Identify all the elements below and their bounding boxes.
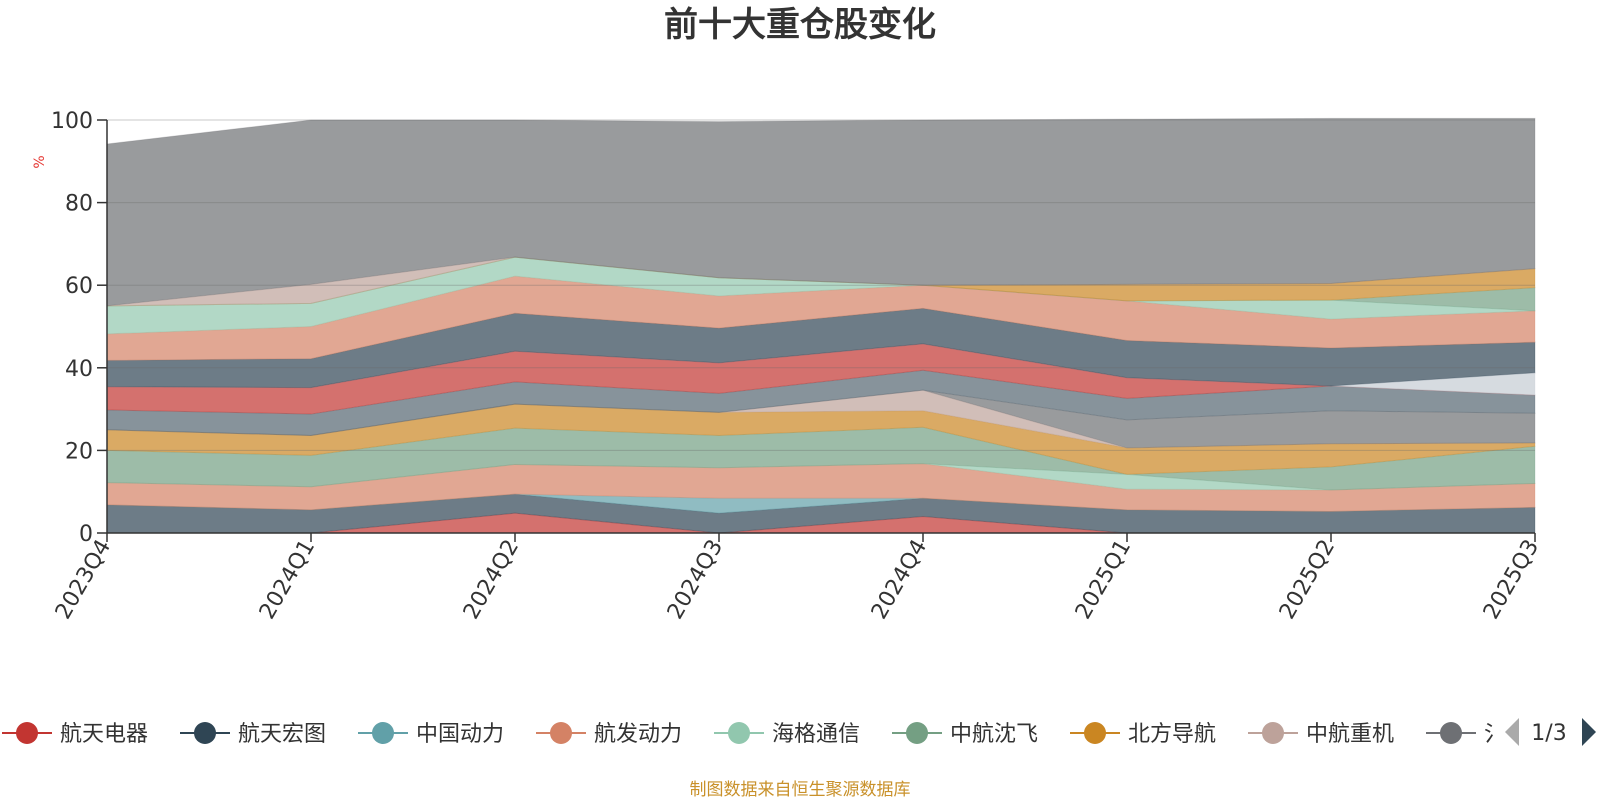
x-tick-label-2025Q3: 2025Q3 xyxy=(1479,536,1544,624)
area-series-17[interactable] xyxy=(106,256,1536,307)
legend-marker-icon xyxy=(906,722,928,744)
y-axis-unit-label: % xyxy=(32,155,48,168)
y-tick-label-100: 100 xyxy=(51,109,93,134)
legend-item-3[interactable]: 中国动力 xyxy=(358,722,504,747)
area-series-19[interactable] xyxy=(106,117,1536,307)
legend-label: 中航重机 xyxy=(1306,722,1394,747)
legend-label: 海格通信 xyxy=(772,722,860,747)
area-series-16[interactable] xyxy=(106,256,1536,312)
legend-prev-page-icon[interactable] xyxy=(1505,718,1519,746)
x-tick-label-2024Q1: 2024Q1 xyxy=(255,536,320,624)
legend-label: 氵 xyxy=(1484,722,1506,747)
source-note: 制图数据来自恒生聚源数据库 xyxy=(690,780,911,800)
legend-item-8[interactable]: 中航重机 xyxy=(1248,722,1394,747)
x-tick-label-2023Q4: 2023Q4 xyxy=(51,536,116,624)
legend-item-1[interactable]: 航天电器 xyxy=(2,722,148,747)
x-tick-label-2025Q1: 2025Q1 xyxy=(1071,536,1136,624)
y-tick-label-80: 80 xyxy=(65,192,93,217)
chart-title: 前十大重仓股变化 xyxy=(664,5,936,45)
legend-marker-icon xyxy=(728,722,750,744)
legend-label: 北方导航 xyxy=(1128,722,1216,747)
y-tick-label-20: 20 xyxy=(65,439,93,464)
legend-label: 航天宏图 xyxy=(238,722,326,747)
legend-item-4[interactable]: 航发动力 xyxy=(536,722,682,747)
y-tick-label-60: 60 xyxy=(65,274,93,299)
y-tick-label-40: 40 xyxy=(65,357,93,382)
grid-layer xyxy=(107,119,1535,451)
legend-marker-icon xyxy=(16,722,38,744)
legend-marker-icon xyxy=(194,722,216,744)
legend-marker-icon xyxy=(550,722,572,744)
legend-marker-icon xyxy=(1440,722,1462,744)
legend-pager: 1/3 xyxy=(1505,718,1596,746)
legend-page-indicator: 1/3 xyxy=(1531,721,1566,746)
legend-item-7[interactable]: 北方导航 xyxy=(1070,722,1216,747)
area-series-15[interactable] xyxy=(106,256,1536,335)
legend-item-5[interactable]: 海格通信 xyxy=(714,722,860,747)
x-tick-label-2024Q3: 2024Q3 xyxy=(663,536,728,624)
area-series-6[interactable] xyxy=(106,426,1536,491)
legend: 航天电器 航天宏图 中国动力 航发动力 海格通信 中航沈飞 北方导航 中航重机 氵 xyxy=(2,722,1506,747)
areas-layer xyxy=(106,117,1536,534)
x-tick-label-2024Q2: 2024Q2 xyxy=(459,536,524,624)
legend-label: 航天电器 xyxy=(60,722,148,747)
legend-label: 航发动力 xyxy=(594,722,682,747)
legend-marker-icon xyxy=(1084,722,1106,744)
area-series-10[interactable] xyxy=(106,369,1536,437)
legend-item-2[interactable]: 航天宏图 xyxy=(180,722,326,747)
legend-item-truncated[interactable]: 氵 xyxy=(1426,722,1506,747)
legend-marker-icon xyxy=(1262,722,1284,744)
legend-label: 中国动力 xyxy=(416,722,504,747)
x-tick-label-2025Q2: 2025Q2 xyxy=(1275,536,1340,624)
legend-label: 中航沈飞 xyxy=(950,722,1038,747)
x-tick-label-2024Q4: 2024Q4 xyxy=(867,536,932,624)
y-tick-label-0: 0 xyxy=(79,522,93,547)
legend-next-page-icon[interactable] xyxy=(1582,718,1596,746)
legend-marker-icon xyxy=(372,722,394,744)
legend-item-6[interactable]: 中航沈飞 xyxy=(892,722,1038,747)
